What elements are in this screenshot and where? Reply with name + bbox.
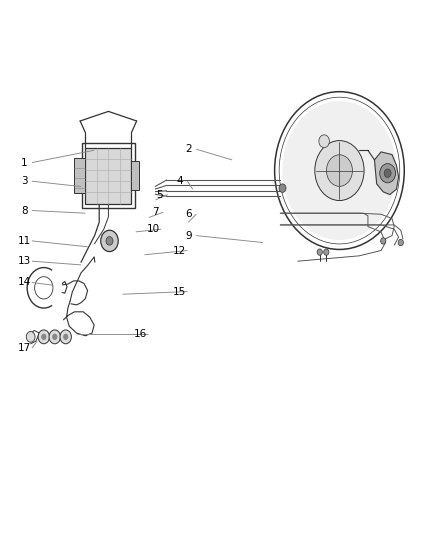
Circle shape	[315, 141, 364, 200]
Circle shape	[319, 135, 329, 148]
Circle shape	[398, 239, 403, 246]
Circle shape	[381, 238, 386, 244]
Bar	[131, 161, 139, 190]
Circle shape	[279, 184, 286, 192]
Text: 7: 7	[152, 207, 159, 217]
Circle shape	[26, 332, 35, 342]
Text: 9: 9	[185, 231, 192, 240]
Bar	[74, 158, 85, 193]
Circle shape	[63, 334, 68, 340]
Polygon shape	[374, 152, 399, 195]
Bar	[85, 148, 131, 204]
Text: 2: 2	[185, 144, 192, 154]
Text: 12: 12	[173, 246, 186, 255]
Circle shape	[283, 101, 396, 240]
Circle shape	[52, 334, 57, 340]
Text: 1: 1	[21, 158, 28, 167]
Text: 10: 10	[147, 224, 160, 234]
Circle shape	[41, 334, 46, 340]
Text: 16: 16	[134, 329, 147, 339]
Circle shape	[38, 330, 49, 344]
Circle shape	[326, 155, 353, 187]
Text: 14: 14	[18, 278, 31, 287]
Bar	[82, 143, 135, 208]
Circle shape	[49, 330, 60, 344]
Text: 5: 5	[156, 190, 163, 199]
Circle shape	[60, 330, 71, 344]
Text: 6: 6	[185, 209, 192, 219]
Circle shape	[317, 249, 322, 255]
Circle shape	[324, 249, 329, 255]
Text: 3: 3	[21, 176, 28, 186]
Circle shape	[106, 237, 113, 245]
Text: 4: 4	[176, 176, 183, 186]
Circle shape	[384, 169, 391, 177]
Circle shape	[101, 230, 118, 252]
Text: 8: 8	[21, 206, 28, 215]
Text: 11: 11	[18, 236, 31, 246]
Text: 13: 13	[18, 256, 31, 266]
Text: 17: 17	[18, 343, 31, 353]
Text: 15: 15	[173, 287, 186, 296]
Circle shape	[380, 164, 396, 183]
